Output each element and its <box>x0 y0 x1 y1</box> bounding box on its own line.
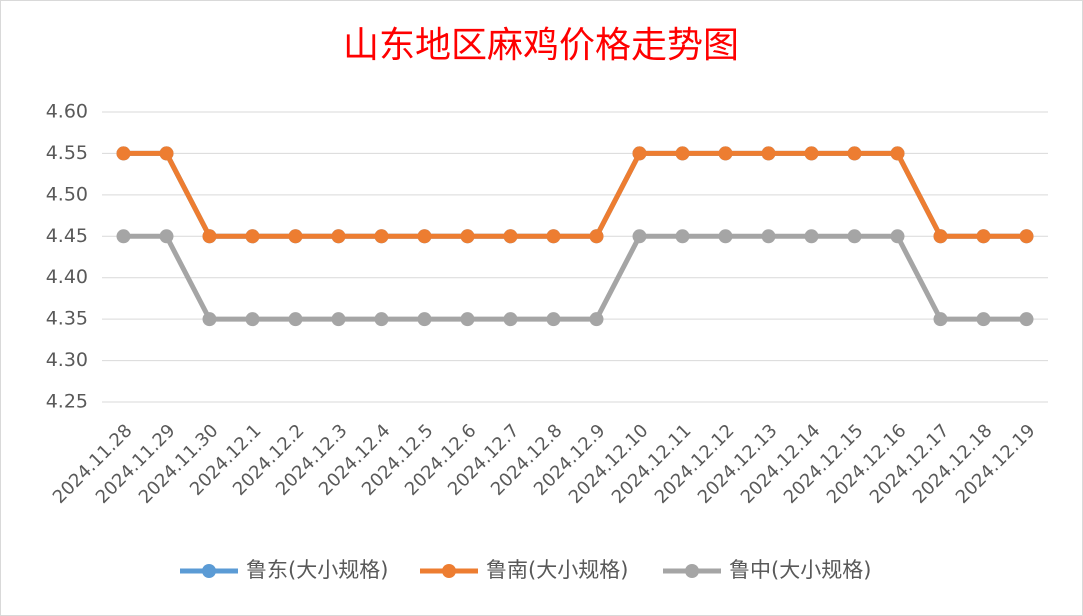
point-marker <box>202 312 217 327</box>
legend-label: 鲁南(大小规格) <box>486 558 628 582</box>
point-marker <box>460 229 475 244</box>
point-marker <box>933 229 948 244</box>
point-marker <box>546 312 561 327</box>
point-marker <box>804 146 819 161</box>
legend-marker <box>685 564 699 578</box>
point-marker <box>589 312 604 327</box>
legend-marker <box>442 564 456 578</box>
y-tick-label: 4.45 <box>46 225 88 247</box>
point-marker <box>976 229 991 244</box>
y-tick-label: 4.30 <box>46 349 88 371</box>
point-marker <box>1019 312 1034 327</box>
point-marker <box>761 146 776 161</box>
chart-title: 山东地区麻鸡价格走势图 <box>343 25 739 66</box>
series-line <box>123 233 1027 322</box>
point-marker <box>546 229 561 244</box>
y-tick-label: 4.35 <box>46 308 88 330</box>
legend-label: 鲁东(大小规格) <box>246 558 388 582</box>
legend-marker <box>202 564 216 578</box>
point-marker <box>503 229 518 244</box>
point-marker <box>202 229 217 244</box>
point-marker <box>718 229 733 244</box>
y-tick-label: 4.55 <box>46 142 88 164</box>
point-marker <box>116 229 131 244</box>
y-tick-label: 4.40 <box>46 266 88 288</box>
y-tick-label: 4.25 <box>46 391 88 413</box>
point-marker <box>718 146 733 161</box>
point-marker <box>804 229 819 244</box>
point-marker <box>116 146 131 161</box>
point-marker <box>159 229 174 244</box>
point-marker <box>460 312 475 327</box>
point-marker <box>374 229 389 244</box>
point-marker <box>245 229 260 244</box>
point-marker <box>245 312 260 327</box>
point-marker <box>847 229 862 244</box>
series-line <box>123 150 1027 239</box>
point-marker <box>890 229 905 244</box>
point-marker <box>288 312 303 327</box>
point-marker <box>288 229 303 244</box>
point-marker <box>675 229 690 244</box>
point-marker <box>632 146 647 161</box>
point-marker <box>933 312 948 327</box>
point-marker <box>331 312 346 327</box>
point-marker <box>632 229 647 244</box>
point-marker <box>589 229 604 244</box>
point-marker <box>417 312 432 327</box>
point-marker <box>976 312 991 327</box>
point-marker <box>761 229 776 244</box>
point-marker <box>417 229 432 244</box>
y-tick-label: 4.60 <box>46 101 88 123</box>
point-marker <box>331 229 346 244</box>
point-marker <box>675 146 690 161</box>
point-marker <box>159 146 174 161</box>
point-marker <box>374 312 389 327</box>
y-tick-label: 4.50 <box>46 183 88 205</box>
legend-label: 鲁中(大小规格) <box>729 558 871 582</box>
point-marker <box>1019 229 1034 244</box>
point-marker <box>847 146 862 161</box>
point-marker <box>503 312 518 327</box>
point-marker <box>890 146 905 161</box>
